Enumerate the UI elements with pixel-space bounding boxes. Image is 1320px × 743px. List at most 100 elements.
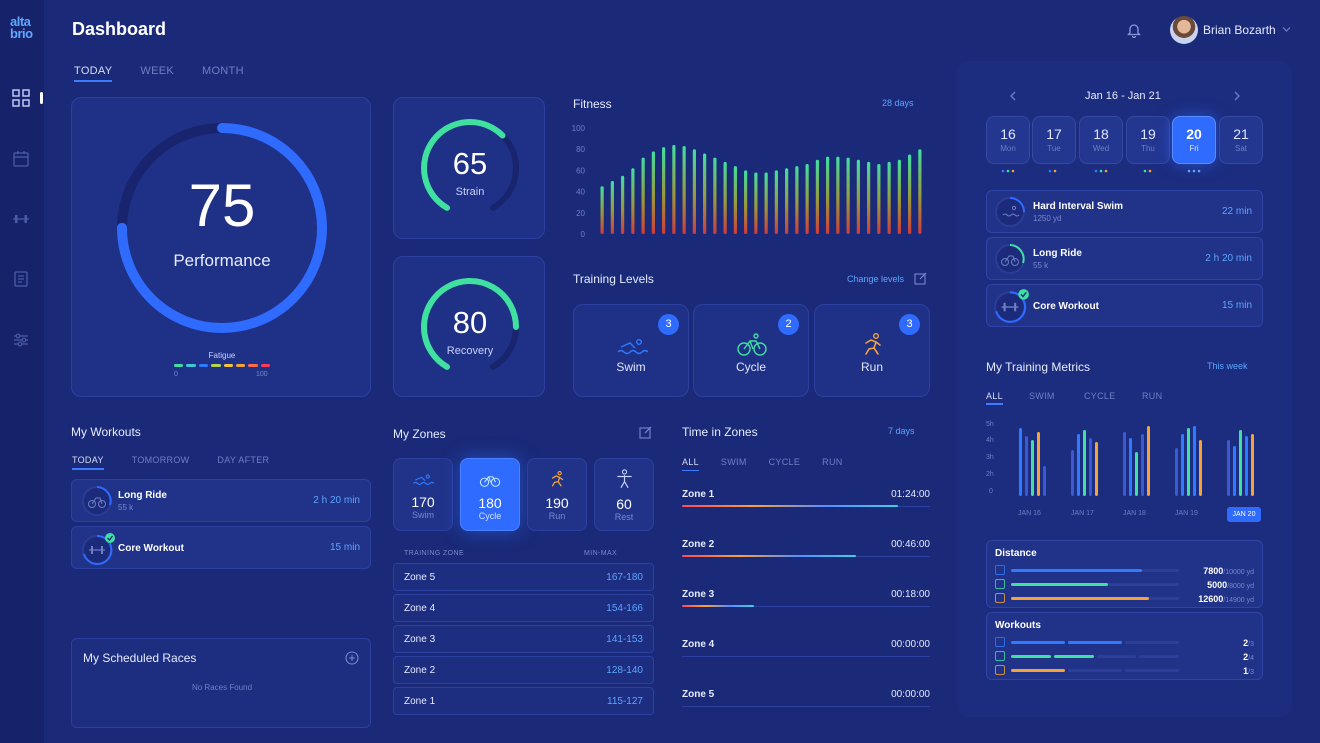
metrics-day-label-active[interactable]: JAN 20 bbox=[1227, 507, 1261, 522]
stat-segment bbox=[1011, 641, 1065, 644]
metrics-day-label: JAN 19 bbox=[1175, 510, 1198, 517]
calendar-workout-swim[interactable]: Hard Interval Swim 1250 yd 22 min bbox=[986, 190, 1263, 233]
dashboard-grid-icon[interactable] bbox=[12, 89, 30, 107]
level-label: Run bbox=[860, 360, 883, 374]
training-level-cycle[interactable]: 2 Cycle bbox=[693, 304, 809, 397]
stat-current: 1 bbox=[1243, 666, 1249, 676]
tab-metrics-swim[interactable]: SWIM bbox=[1029, 391, 1055, 401]
tiz-track bbox=[682, 656, 930, 657]
day-name: Sat bbox=[1234, 144, 1247, 153]
distance-title: Distance bbox=[995, 548, 1037, 559]
tab-workouts-today[interactable]: TODAY bbox=[72, 455, 104, 470]
workout-item-core[interactable]: Core Workout 15 min bbox=[71, 526, 371, 569]
stat-value: 1/3 bbox=[1243, 666, 1254, 676]
zone-value: 60 bbox=[616, 496, 632, 512]
chevron-left-icon[interactable] bbox=[1009, 91, 1017, 101]
user-name[interactable]: Brian Bozarth bbox=[1203, 23, 1276, 37]
tab-metrics-all[interactable]: ALL bbox=[986, 391, 1003, 405]
workout-item-long-ride[interactable]: Long Ride 55 k 2 h 20 min bbox=[71, 479, 371, 522]
training-level-run[interactable]: 3 Run bbox=[814, 304, 930, 397]
tab-metrics-cycle[interactable]: CYCLE bbox=[1084, 391, 1116, 401]
day-tue[interactable]: 17 Tue bbox=[1032, 116, 1076, 164]
time-in-zones-range-dropdown[interactable]: 7 days bbox=[888, 426, 915, 436]
change-levels-link[interactable]: Change levels bbox=[847, 274, 905, 284]
swim-icon bbox=[617, 339, 648, 355]
metrics-bar bbox=[1181, 434, 1184, 496]
metrics-bar bbox=[1019, 428, 1022, 496]
stat-current: 2 bbox=[1243, 638, 1249, 648]
tiz-zone-time: 00:46:00 bbox=[891, 539, 930, 550]
day-thu[interactable]: 19 Thu bbox=[1126, 116, 1170, 164]
notes-icon[interactable] bbox=[12, 270, 30, 288]
tab-week[interactable]: WEEK bbox=[140, 65, 174, 77]
metrics-bar bbox=[1245, 436, 1248, 496]
metrics-bar bbox=[1141, 434, 1144, 496]
fitness-chart: 100 80 60 40 20 0 bbox=[572, 124, 922, 239]
zone-row-5: Zone 5 167-180 bbox=[393, 563, 654, 591]
add-race-icon[interactable] bbox=[345, 651, 359, 665]
edit-zones-icon[interactable] bbox=[639, 426, 652, 439]
zone-tile-rest[interactable]: 60 Rest bbox=[594, 458, 654, 531]
zone-tile-swim[interactable]: 170 Swim bbox=[393, 458, 453, 531]
tiz-zone-name: Zone 5 bbox=[682, 689, 715, 700]
settings-sliders-icon[interactable] bbox=[12, 331, 30, 349]
tab-today[interactable]: TODAY bbox=[74, 65, 113, 82]
fitness-bar bbox=[764, 172, 768, 234]
user-avatar[interactable] bbox=[1170, 16, 1198, 44]
day-mon[interactable]: 16 Mon bbox=[986, 116, 1030, 164]
day-fri[interactable]: 20 Fri bbox=[1172, 116, 1216, 164]
no-races-text: No Races Found bbox=[191, 683, 253, 692]
edit-icon[interactable] bbox=[914, 272, 927, 285]
strain-value: 65 bbox=[452, 146, 488, 181]
training-metrics-range-dropdown[interactable]: This week bbox=[1207, 361, 1248, 371]
metrics-bar bbox=[1251, 434, 1254, 496]
chevron-right-icon[interactable] bbox=[1233, 91, 1241, 101]
stat-segment bbox=[1125, 669, 1179, 672]
stat-segment bbox=[1125, 641, 1179, 644]
dumbbell-icon[interactable] bbox=[12, 210, 30, 228]
fitness-ytick: 40 bbox=[576, 188, 585, 197]
day-number: 20 bbox=[1186, 126, 1202, 142]
fitness-ytick: 60 bbox=[576, 166, 585, 175]
range-column-header: MIN-MAX bbox=[584, 550, 618, 557]
tab-month[interactable]: MONTH bbox=[201, 65, 244, 77]
tab-workouts-day-after[interactable]: DAY AFTER bbox=[217, 455, 270, 465]
logo[interactable]: alta brio bbox=[10, 15, 36, 40]
swim-progress-icon bbox=[995, 197, 1025, 227]
tab-metrics-run[interactable]: RUN bbox=[1142, 391, 1163, 401]
calendar-workout-ride[interactable]: Long Ride 55 k 2 h 20 min bbox=[986, 237, 1263, 280]
workout-name: Core Workout bbox=[1033, 301, 1099, 312]
training-level-swim[interactable]: 3 Swim bbox=[573, 304, 689, 397]
tab-tiz-all[interactable]: ALL bbox=[682, 457, 699, 471]
stat-total: /4 bbox=[1248, 655, 1254, 662]
metrics-bar bbox=[1123, 432, 1126, 496]
zone-row-1: Zone 1 115-127 bbox=[393, 687, 654, 715]
chevron-down-icon[interactable] bbox=[1282, 26, 1291, 33]
tab-tiz-run[interactable]: RUN bbox=[822, 457, 843, 467]
day-wed[interactable]: 18 Wed bbox=[1079, 116, 1123, 164]
tab-tiz-cycle[interactable]: CYCLE bbox=[768, 457, 801, 467]
zone-value: 170 bbox=[411, 494, 435, 510]
workout-distance: 55 k bbox=[118, 503, 134, 512]
metrics-bar bbox=[1025, 436, 1028, 496]
fitness-range-dropdown[interactable]: 28 days bbox=[882, 98, 914, 108]
tab-workouts-tomorrow[interactable]: TOMORROW bbox=[131, 455, 190, 465]
performance-card: 75 Performance Fatigue 0 100 bbox=[71, 97, 371, 397]
day-sat[interactable]: 21 Sat bbox=[1219, 116, 1263, 164]
notification-bell-icon[interactable] bbox=[1127, 22, 1141, 38]
metrics-bar bbox=[1239, 430, 1242, 496]
metrics-bar bbox=[1187, 428, 1190, 496]
day-name: Tue bbox=[1047, 144, 1061, 153]
tiz-zone-time: 00:00:00 bbox=[891, 639, 930, 650]
tab-tiz-swim[interactable]: SWIM bbox=[720, 457, 747, 467]
zone-tile-run[interactable]: 190 Run bbox=[527, 458, 587, 531]
zone-tile-cycle[interactable]: 180 Cycle bbox=[460, 458, 520, 531]
completed-dumbbell-icon bbox=[994, 289, 1029, 323]
fitness-bar bbox=[610, 181, 614, 234]
fitness-bar bbox=[918, 149, 922, 234]
tiz-zone-time: 00:18:00 bbox=[891, 589, 930, 600]
time-in-zone-row: Zone 4 00:00:00 bbox=[682, 639, 930, 659]
calendar-icon[interactable] bbox=[12, 150, 30, 168]
calendar-workout-core[interactable]: Core Workout 15 min bbox=[986, 284, 1263, 327]
cycle-icon bbox=[737, 333, 767, 356]
